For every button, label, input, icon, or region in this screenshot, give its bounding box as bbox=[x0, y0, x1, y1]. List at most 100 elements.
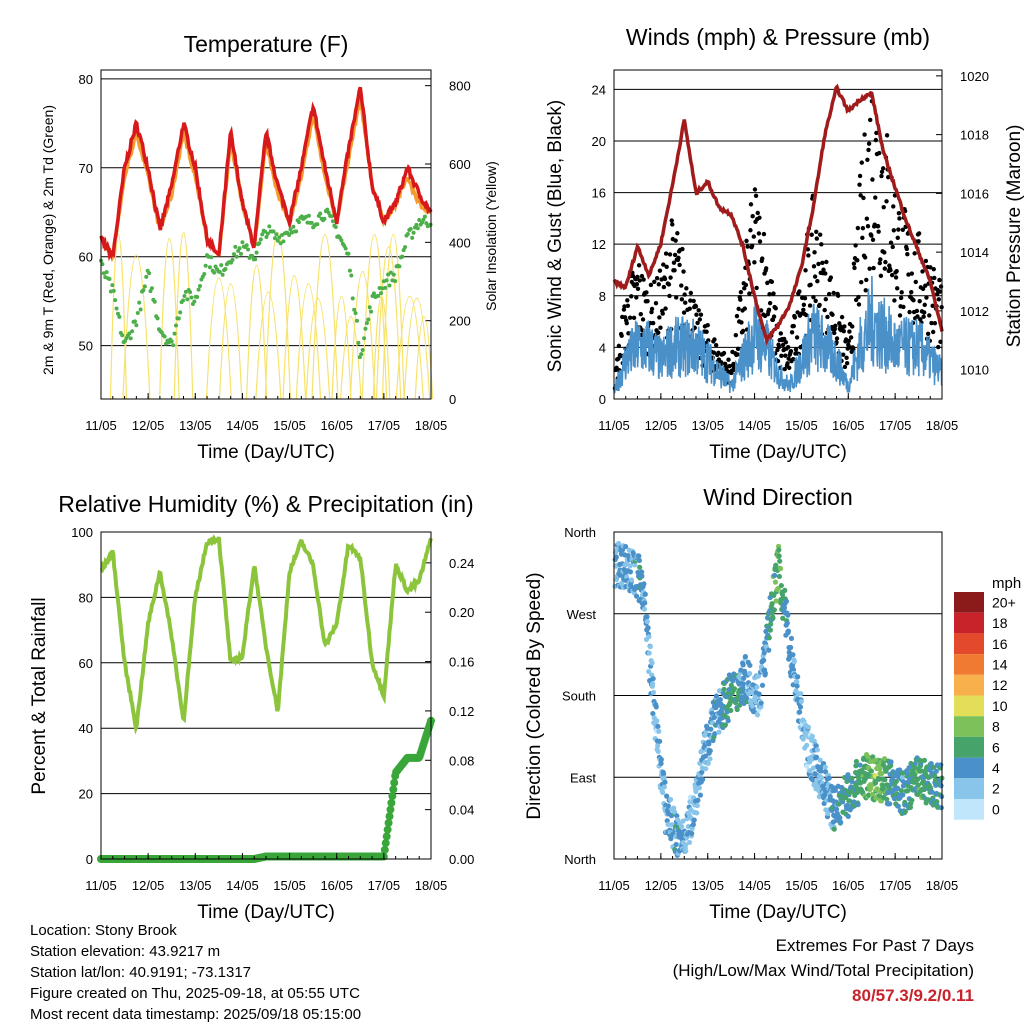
direction-point bbox=[874, 786, 880, 792]
direction-point bbox=[682, 842, 689, 848]
dewpoint-point bbox=[169, 339, 174, 344]
gust-point bbox=[738, 289, 744, 295]
gust-point bbox=[771, 314, 777, 319]
direction-point bbox=[818, 775, 825, 781]
direction-point bbox=[838, 819, 844, 825]
gust-point bbox=[833, 323, 838, 328]
gust-point bbox=[789, 330, 795, 335]
gust-point bbox=[882, 250, 887, 255]
direction-xtick-label: 13/05 bbox=[691, 878, 724, 893]
gust-point bbox=[753, 193, 759, 199]
legend-swatch bbox=[954, 612, 984, 634]
dewpoint-point bbox=[132, 319, 137, 324]
dewpoint-point bbox=[183, 289, 188, 294]
info-elevation: Station elevation: 43.9217 m bbox=[30, 943, 221, 960]
direction-point bbox=[868, 768, 874, 774]
direction-point bbox=[646, 650, 652, 656]
gust-point bbox=[681, 269, 686, 274]
dewpoint-point bbox=[220, 272, 225, 277]
winds-xtick-label: 13/05 bbox=[691, 418, 724, 433]
direction-point bbox=[717, 696, 723, 703]
direction-point bbox=[876, 776, 882, 782]
gust-point bbox=[783, 340, 789, 345]
gust-point bbox=[736, 306, 741, 312]
gust-point bbox=[826, 291, 832, 297]
dewpoint-point bbox=[142, 284, 147, 289]
gust-point bbox=[752, 260, 757, 265]
gust-point bbox=[669, 218, 674, 223]
dewpoint-point bbox=[330, 219, 335, 224]
gust-point bbox=[619, 333, 624, 338]
gust-point bbox=[748, 202, 754, 207]
dewpoint-point bbox=[127, 331, 132, 336]
dewpoint-point bbox=[258, 237, 263, 242]
gust-point bbox=[821, 267, 826, 272]
gust-point bbox=[841, 352, 846, 357]
gust-point bbox=[813, 298, 818, 304]
gust-point bbox=[819, 242, 824, 247]
gust-point bbox=[860, 226, 866, 231]
gust-point bbox=[917, 298, 922, 304]
gust-point bbox=[847, 329, 852, 334]
direction-point bbox=[697, 792, 704, 798]
direction-point bbox=[690, 821, 696, 828]
dewpoint-point bbox=[315, 222, 320, 227]
gust-point bbox=[853, 243, 858, 248]
insolation-peak bbox=[331, 295, 352, 400]
humidity-y2tick-label: 0.04 bbox=[449, 803, 474, 818]
insolation-peak bbox=[173, 231, 194, 400]
direction-ytick-label: North bbox=[564, 525, 596, 540]
gust-point bbox=[878, 257, 883, 262]
gust-point bbox=[893, 275, 899, 280]
precip-point bbox=[384, 818, 393, 827]
gust-point bbox=[876, 229, 881, 234]
direction-point bbox=[632, 562, 638, 568]
station-info: Location: Stony Brook Station elevation:… bbox=[30, 920, 361, 1025]
gust-point bbox=[663, 251, 669, 256]
direction-point bbox=[777, 565, 784, 572]
direction-point bbox=[661, 775, 667, 781]
direction-point bbox=[770, 615, 776, 621]
winds-xtick-label: 17/05 bbox=[879, 418, 912, 433]
legend-label: 0 bbox=[992, 801, 1000, 817]
winds-y2tick-label: 1016 bbox=[960, 186, 989, 201]
temperature-y2label: Solar Insolation (Yellow) bbox=[483, 161, 499, 311]
direction-point bbox=[642, 600, 648, 606]
temperature-ytick-label: 70 bbox=[79, 161, 93, 176]
winds-ytick-label: 16 bbox=[592, 186, 606, 201]
gust-point bbox=[757, 215, 762, 220]
gust-point bbox=[625, 303, 631, 309]
humidity-xtick-label: 17/05 bbox=[368, 878, 401, 893]
dewpoint-point bbox=[362, 336, 367, 341]
dewpoint-point bbox=[178, 310, 183, 315]
direction-point bbox=[788, 635, 795, 642]
gust-point bbox=[780, 342, 786, 348]
gust-point bbox=[666, 282, 672, 287]
dewpoint-point bbox=[230, 257, 235, 262]
gust-point bbox=[793, 347, 799, 352]
gust-point bbox=[773, 306, 778, 311]
direction-point bbox=[636, 557, 642, 564]
gust-point bbox=[616, 343, 622, 349]
gust-point bbox=[803, 268, 808, 273]
gust-point bbox=[711, 350, 717, 355]
direction-point bbox=[702, 753, 709, 759]
direction-point bbox=[825, 810, 831, 816]
gust-point bbox=[879, 173, 884, 179]
gust-point bbox=[865, 223, 871, 229]
gust-point bbox=[820, 260, 825, 265]
gust-point bbox=[898, 295, 904, 301]
gust-point bbox=[664, 264, 669, 270]
dewpoint-point bbox=[305, 220, 310, 225]
legend-label: 14 bbox=[992, 656, 1008, 672]
gust-point bbox=[614, 365, 619, 370]
temp-2m-line bbox=[99, 86, 433, 262]
dewpoint-point bbox=[410, 235, 415, 240]
gust-point bbox=[895, 235, 900, 240]
gust-point bbox=[814, 229, 819, 234]
direction-point bbox=[747, 662, 753, 668]
gust-point bbox=[871, 265, 876, 271]
direction-point bbox=[650, 710, 656, 717]
gust-point bbox=[870, 177, 875, 182]
direction-point bbox=[900, 792, 906, 798]
